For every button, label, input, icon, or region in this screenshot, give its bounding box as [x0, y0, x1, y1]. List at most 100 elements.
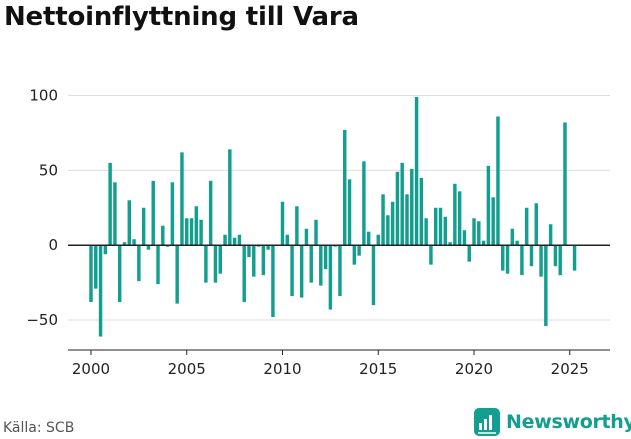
- bar: [117, 245, 122, 303]
- bar: [309, 245, 313, 283]
- bar: [108, 162, 112, 246]
- bar: [510, 228, 515, 246]
- bar: [572, 245, 577, 271]
- bar: [529, 245, 534, 267]
- x-tick-label: 2000: [72, 360, 110, 378]
- bar: [419, 177, 424, 246]
- bar: [338, 245, 342, 297]
- x-tick-label: 2025: [551, 360, 589, 378]
- bar: [319, 245, 323, 286]
- bar: [371, 245, 376, 306]
- bar: [199, 219, 203, 246]
- bar: [520, 245, 524, 276]
- bar: [390, 201, 395, 246]
- bar: [223, 234, 227, 246]
- bar: [151, 180, 155, 246]
- bar: [534, 203, 538, 246]
- bar: [448, 242, 452, 246]
- bar: [299, 245, 304, 298]
- bar: [515, 240, 519, 246]
- bar-series: [89, 96, 577, 337]
- bar: [290, 245, 294, 297]
- gridlines: [68, 94, 610, 321]
- bar: [453, 183, 457, 246]
- bar: [161, 225, 165, 246]
- bar: [141, 207, 146, 246]
- bar: [304, 228, 309, 246]
- bar: [443, 216, 448, 246]
- bar: [357, 245, 361, 256]
- bar: [405, 194, 409, 246]
- bar: [175, 245, 179, 304]
- bar: [103, 245, 108, 255]
- bar: [232, 237, 237, 246]
- bar: [266, 245, 270, 250]
- bar: [376, 234, 380, 246]
- bar: [295, 206, 299, 246]
- bar-chart-icon: [474, 408, 500, 436]
- bar: [558, 245, 562, 276]
- bar: [553, 245, 558, 267]
- bar: [544, 245, 548, 327]
- bar: [496, 116, 500, 246]
- bar: [127, 200, 132, 246]
- bar: [185, 218, 189, 246]
- bar: [194, 206, 199, 246]
- bar: [424, 218, 428, 246]
- bar: [271, 245, 275, 318]
- bar: [501, 245, 505, 271]
- bar: [98, 245, 103, 337]
- bar: [261, 245, 266, 276]
- y-tick-label: −50: [26, 311, 58, 329]
- bar: [524, 207, 529, 246]
- bar: [481, 240, 486, 246]
- bar: [180, 152, 184, 246]
- bar: [472, 218, 476, 246]
- bar: [252, 245, 256, 277]
- bar: [563, 122, 567, 246]
- bar: [395, 171, 400, 246]
- bar: [204, 245, 208, 283]
- bar: [457, 191, 462, 246]
- brand-name: Newsworthy: [506, 411, 631, 433]
- bar: [94, 245, 98, 289]
- x-tick-label: 2010: [263, 360, 301, 378]
- bar: [208, 180, 213, 246]
- source-note: Källa: SCB: [3, 420, 75, 436]
- bar: [366, 231, 371, 246]
- bar: [462, 230, 467, 246]
- bar: [170, 182, 175, 246]
- bar: [228, 149, 232, 246]
- bar: [242, 245, 246, 303]
- bar: [218, 245, 222, 274]
- bar: [410, 168, 414, 246]
- bar: [438, 207, 443, 246]
- bar: [132, 239, 136, 246]
- x-tick-label: 2015: [359, 360, 397, 378]
- bar: [400, 162, 404, 246]
- bar: [146, 245, 151, 250]
- bar: [414, 96, 419, 246]
- bar: [352, 245, 357, 265]
- bar: [328, 245, 333, 310]
- bar: [323, 245, 328, 270]
- bar: [491, 197, 495, 246]
- bar: [247, 245, 251, 258]
- bar: [113, 182, 117, 246]
- x-tick-label: 2020: [455, 360, 493, 378]
- y-tick-label: 100: [29, 86, 58, 104]
- bar: [280, 201, 285, 246]
- bar: [539, 245, 543, 277]
- bar: [429, 245, 433, 265]
- y-tick-label: 0: [48, 236, 58, 254]
- bar: [548, 224, 553, 246]
- bar: [386, 215, 390, 246]
- bar: [285, 234, 290, 246]
- bar: [189, 218, 194, 246]
- bar: [314, 219, 318, 246]
- bar: [467, 245, 471, 262]
- x-tick-label: 2005: [168, 360, 206, 378]
- bar: [122, 242, 127, 246]
- bar: [347, 179, 352, 246]
- bar: [137, 245, 141, 282]
